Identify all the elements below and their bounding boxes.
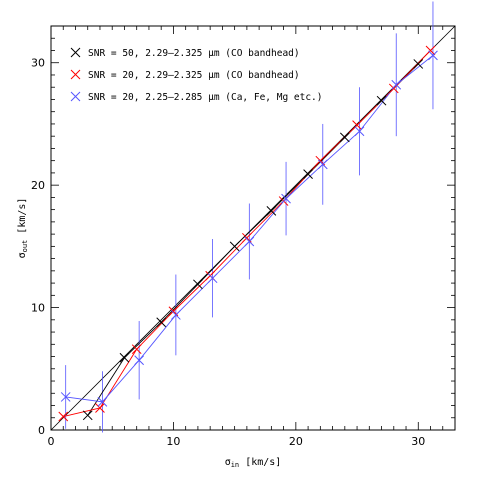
data-point-marker	[134, 355, 144, 366]
y-tick-label: 20	[31, 179, 45, 192]
data-point-marker	[339, 132, 350, 143]
data-point-marker	[413, 59, 424, 69]
data-point-marker	[207, 273, 218, 284]
data-point-marker	[156, 317, 167, 328]
data-point-marker	[229, 241, 240, 252]
legend-label-2: SNR = 20, 2.29–2.325 μm (CO bandhead)	[88, 70, 300, 81]
y-tick-label: 10	[31, 302, 45, 315]
error-bar-layer	[65, 1, 434, 433]
legend-label-1: SNR = 50, 2.29–2.325 μm (CO bandhead)	[88, 48, 300, 59]
data-point-marker	[58, 411, 69, 422]
data-point-marker	[266, 206, 277, 216]
data-point-marker	[354, 126, 365, 137]
legend-marker-2	[70, 69, 81, 80]
x-tick-label: 10	[166, 435, 180, 448]
tick-layer: 0 10 20 30 0 10 20 30	[31, 25, 456, 448]
data-point-marker	[317, 159, 328, 170]
legend-entry-2: SNR = 20, 2.29–2.325 μm (CO bandhead)	[70, 69, 300, 81]
legend-marker-1	[70, 47, 81, 58]
x-tick-label: 20	[289, 435, 303, 448]
legend: SNR = 50, 2.29–2.325 μm (CO bandhead) SN…	[70, 47, 323, 103]
x-axis-label: σin [km/s]	[225, 457, 282, 469]
data-point-marker	[119, 352, 130, 363]
data-point-marker	[391, 79, 402, 90]
data-point-marker	[95, 403, 105, 413]
y-tick-label: 0	[38, 424, 45, 437]
data-point-marker	[303, 169, 313, 179]
x-tick-label: 0	[48, 435, 55, 448]
data-point-marker	[82, 410, 93, 421]
legend-entry-1: SNR = 50, 2.29–2.325 μm (CO bandhead)	[70, 47, 300, 59]
data-point-marker	[428, 50, 438, 61]
data-point-marker	[193, 279, 203, 290]
data-point-marker	[97, 396, 108, 407]
data-point-marker	[376, 95, 387, 106]
legend-marker-3	[70, 91, 81, 102]
data-point-marker	[352, 120, 362, 131]
plot-frame	[50, 25, 456, 431]
legend-label-3: SNR = 20, 2.25–2.285 μm (Ca, Fe, Mg etc.…	[88, 92, 323, 103]
data-point-marker	[171, 310, 181, 320]
data-point-marker	[60, 392, 71, 402]
y-tick-label: 30	[31, 57, 45, 70]
data-point-marker	[425, 45, 436, 56]
y-axis-label: σout [km/s]	[17, 198, 29, 259]
data-point-marker	[131, 344, 142, 355]
marker-layer	[58, 45, 438, 422]
data-point-marker	[281, 193, 291, 204]
data-point-marker	[244, 236, 255, 247]
x-tick-label: 30	[411, 435, 425, 448]
legend-entry-3: SNR = 20, 2.25–2.285 μm (Ca, Fe, Mg etc.…	[70, 91, 323, 103]
